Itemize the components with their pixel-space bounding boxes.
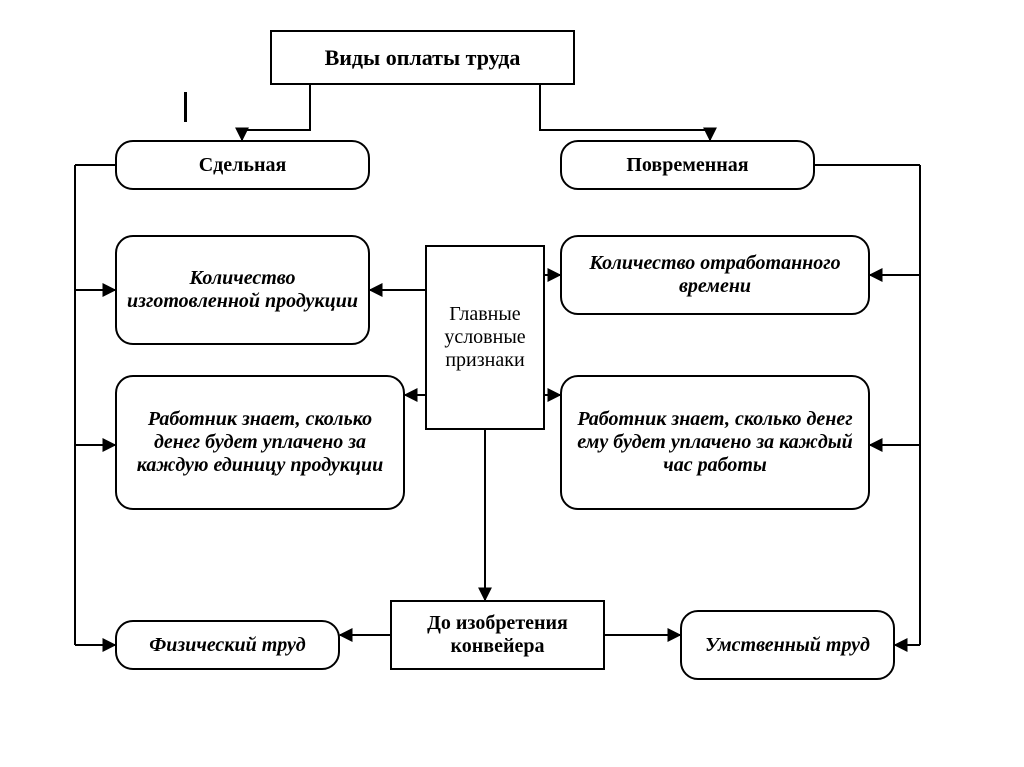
node-label: Умственный труд bbox=[705, 634, 870, 657]
node-title-label: Виды оплаты труда bbox=[325, 45, 521, 71]
node-label: Работник знает, сколько денег ему будет … bbox=[572, 408, 858, 477]
node-label: Повременная bbox=[626, 154, 748, 177]
node-label: Количество изготовленной продукции bbox=[127, 267, 358, 313]
node-center-features: Главные условные признаки bbox=[425, 245, 545, 430]
node-feature-left-1: Количество изготовленной продукции bbox=[115, 235, 370, 345]
node-label: Главные условные признаки bbox=[437, 303, 533, 372]
node-label: Количество отработанного времени bbox=[572, 252, 858, 298]
node-label: Работник знает, сколько денег будет упла… bbox=[127, 408, 393, 477]
node-feature-right-1: Количество отработанного времени bbox=[560, 235, 870, 315]
node-bottom-right: Умственный труд bbox=[680, 610, 895, 680]
node-label: Сдельная bbox=[199, 154, 287, 177]
node-feature-left-2: Работник знает, сколько денег будет упла… bbox=[115, 375, 405, 510]
node-label: До изобретения конвейера bbox=[402, 612, 593, 658]
diagram-canvas: Виды оплаты труда Сдельная Повременная К… bbox=[0, 0, 1024, 767]
node-bottom-left: Физический труд bbox=[115, 620, 340, 670]
node-title: Виды оплаты труда bbox=[270, 30, 575, 85]
node-type-timebased: Повременная bbox=[560, 140, 815, 190]
node-label: Физический труд bbox=[149, 634, 305, 657]
node-feature-right-2: Работник знает, сколько денег ему будет … bbox=[560, 375, 870, 510]
text-cursor bbox=[184, 92, 187, 122]
node-bottom-middle: До изобретения конвейера bbox=[390, 600, 605, 670]
node-type-piecework: Сдельная bbox=[115, 140, 370, 190]
